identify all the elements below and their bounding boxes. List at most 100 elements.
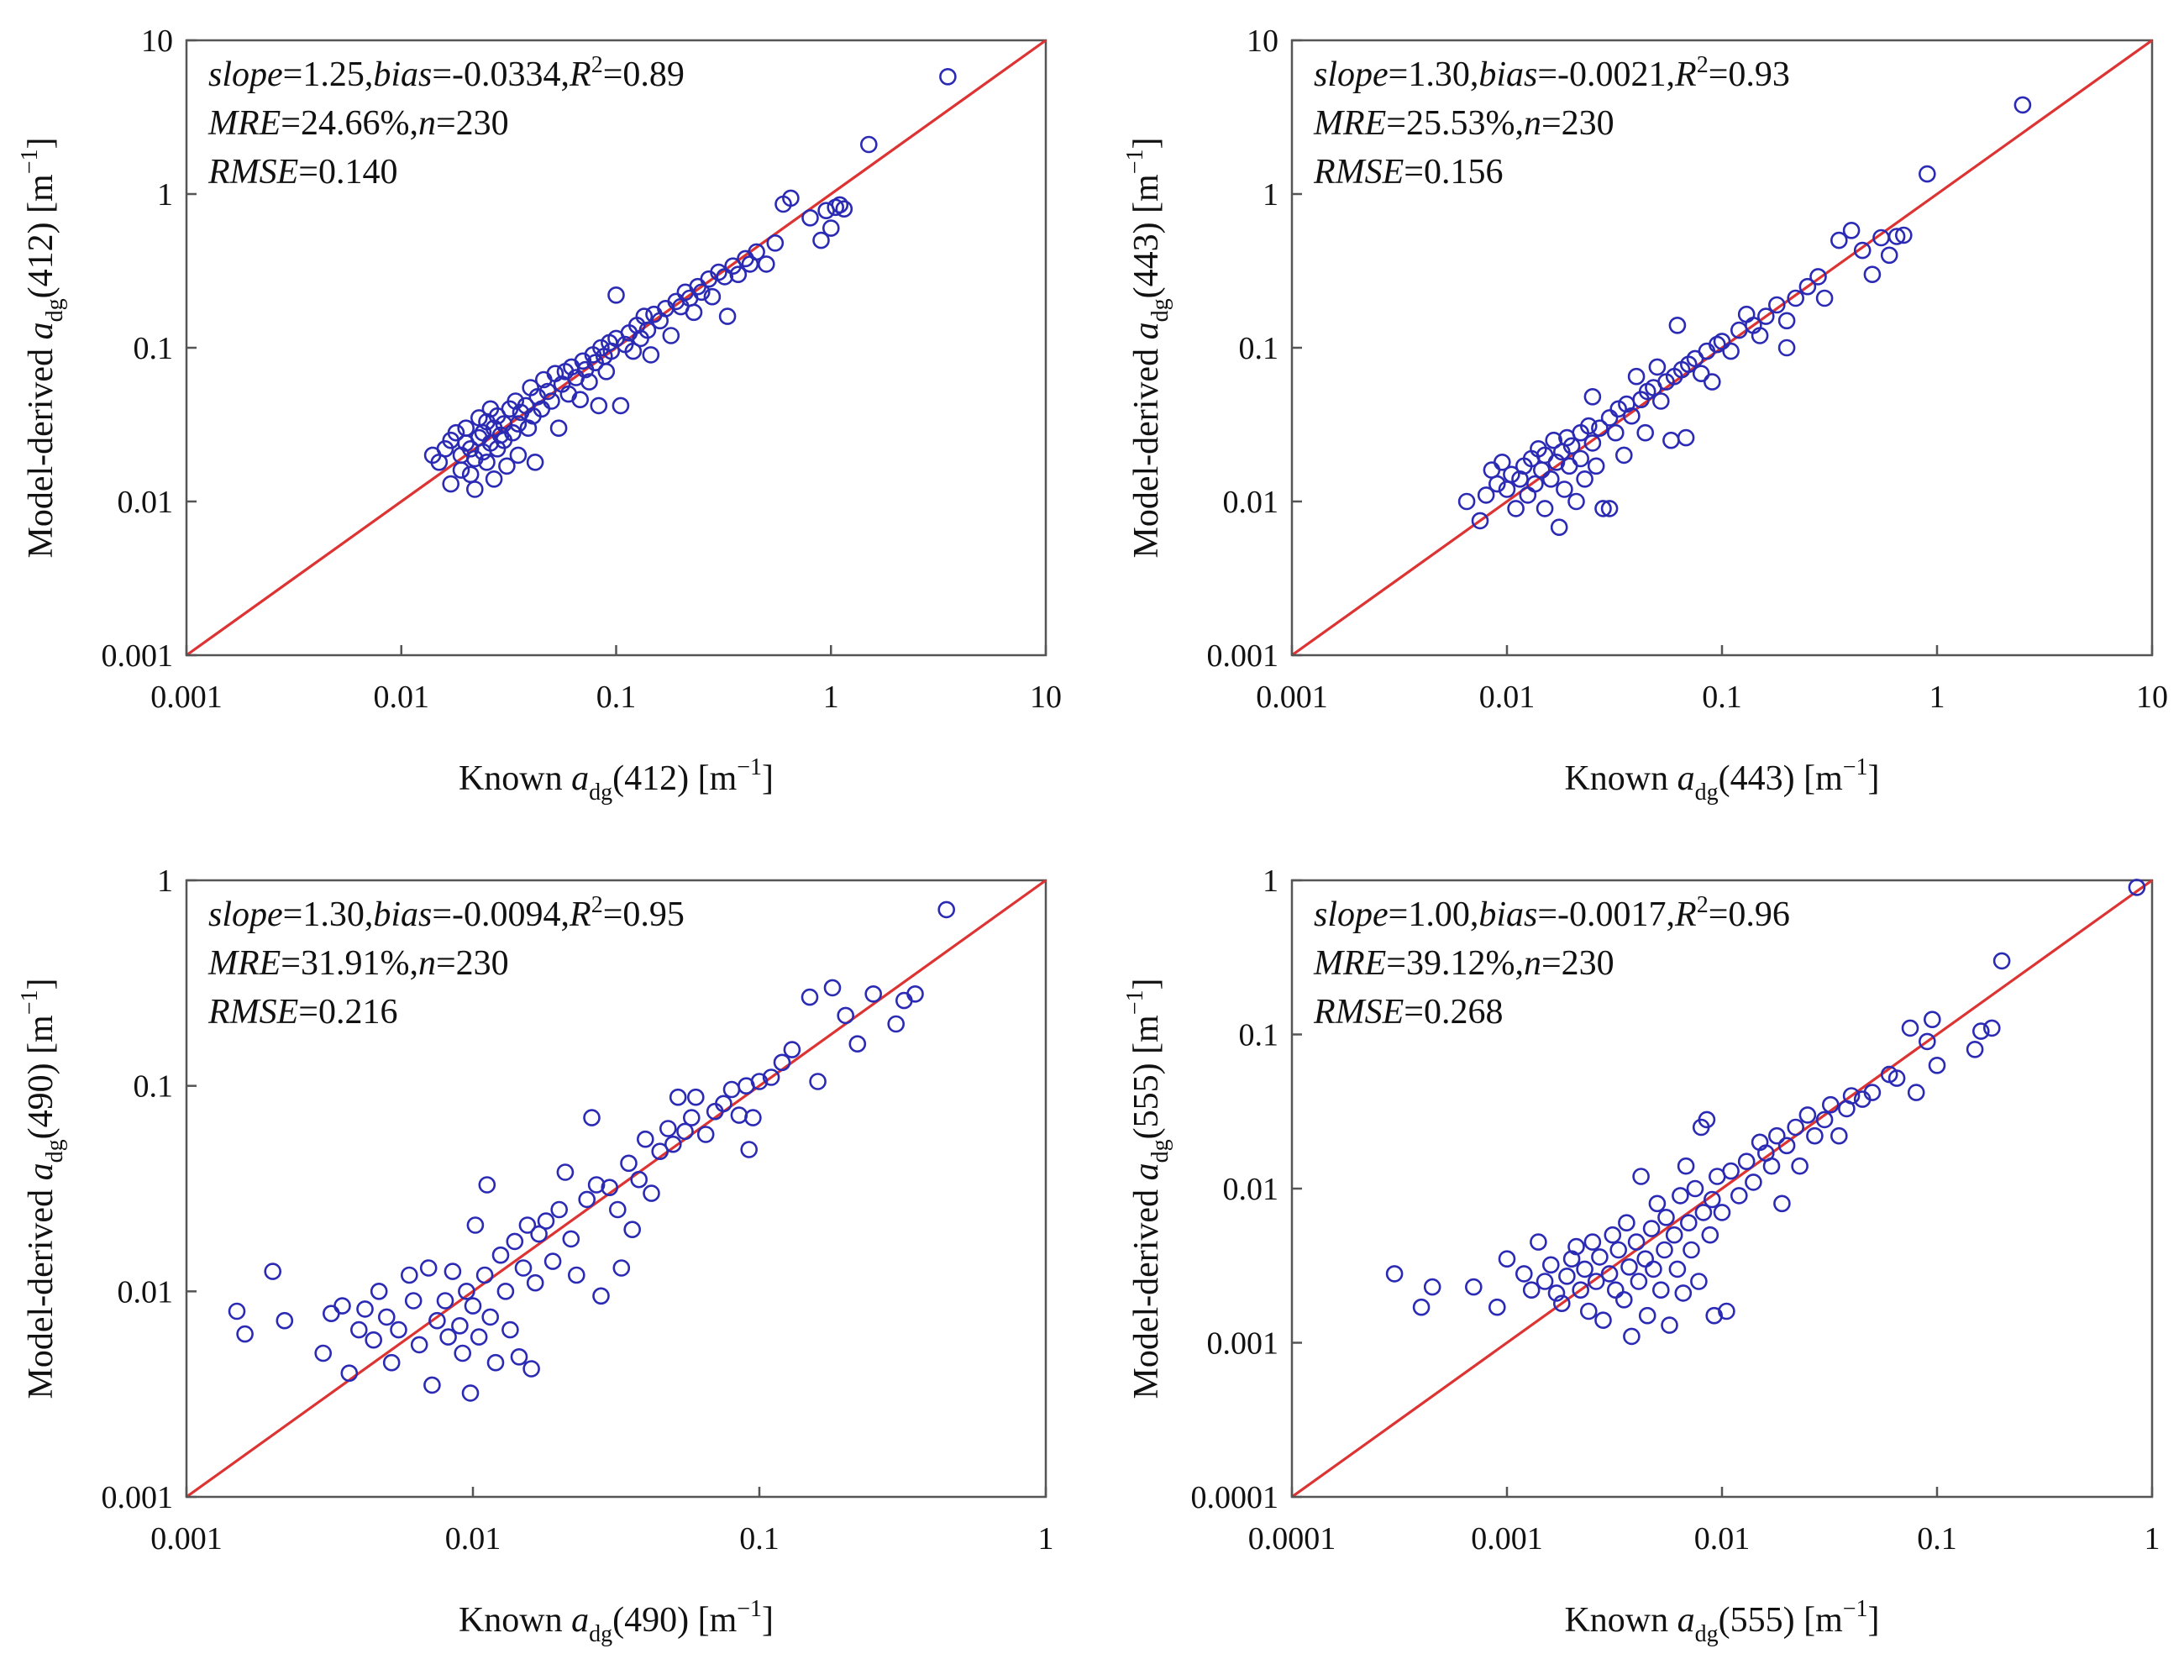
data-point <box>1594 1311 1612 1329</box>
data-point <box>1648 358 1667 376</box>
data-point <box>390 1320 407 1339</box>
data-point <box>1627 1233 1646 1251</box>
data-point <box>748 243 765 261</box>
data-point <box>783 1041 801 1058</box>
data-point <box>1623 1327 1641 1346</box>
data-point <box>1547 1284 1566 1302</box>
data-point <box>887 1015 905 1033</box>
x-tick-label: 0.1 <box>1702 680 1742 715</box>
y-axis-title: Model-derived adg(443) [m−1] <box>1122 137 1173 558</box>
data-point <box>498 457 516 475</box>
data-point <box>906 985 924 1003</box>
data-point <box>1992 952 2011 970</box>
data-point <box>636 1130 654 1148</box>
data-point <box>1662 431 1680 449</box>
data-point <box>1457 492 1476 511</box>
y-axis-title: Model-derived adg(555) [m−1] <box>1122 978 1173 1399</box>
x-tick-label: 0.0001 <box>1248 1521 1336 1557</box>
data-point <box>1583 1233 1602 1251</box>
data-point <box>1636 423 1654 442</box>
data-point <box>370 1283 388 1300</box>
data-point <box>848 1035 867 1053</box>
data-point <box>333 1297 351 1315</box>
data-point <box>1661 1316 1678 1334</box>
one-to-one-line <box>1291 39 2153 657</box>
scatter-panel-2: 0.001 0.01 0.1 1 10 0.001 0.01 0.1 1 10 slope=1.30… <box>1122 24 2168 806</box>
data-point <box>2013 96 2032 114</box>
data-point <box>423 1376 441 1394</box>
data-point <box>1567 492 1585 511</box>
data-point <box>501 1320 519 1339</box>
data-point <box>1623 407 1641 425</box>
data-point <box>485 470 503 488</box>
data-point <box>782 189 800 207</box>
data-point <box>1901 1019 1919 1037</box>
data-point <box>458 1283 475 1300</box>
data-point <box>1809 268 1827 286</box>
data-point <box>1591 419 1609 438</box>
stats-line-1: slope=1.25,bias=-0.0334,R2=0.89 <box>208 52 685 94</box>
data-point <box>538 382 557 401</box>
y-tick-label: 0.0001 <box>1191 1480 1279 1515</box>
data-point <box>630 1170 648 1189</box>
data-point <box>1690 1273 1708 1290</box>
data-point <box>1556 480 1573 498</box>
data-point <box>715 1095 732 1113</box>
data-point <box>1609 1241 1627 1259</box>
x-tick-label: 0.01 <box>1479 680 1536 715</box>
data-point <box>404 1292 423 1310</box>
y-tick-label: 0.001 <box>1207 1326 1279 1362</box>
stats-line-1: slope=1.30,bias=-0.0094,R2=0.95 <box>208 892 685 934</box>
data-point <box>1757 307 1775 325</box>
data-point <box>1887 228 1906 245</box>
x-tick-label: 0.001 <box>1471 1521 1543 1557</box>
x-axis-title: Known adg(490) [m−1] <box>459 1596 774 1647</box>
data-point <box>1530 1233 1547 1251</box>
data-point <box>1642 1220 1661 1237</box>
data-point <box>718 307 737 325</box>
y-tick-label: 1 <box>157 177 173 213</box>
data-point <box>1636 1250 1654 1268</box>
data-point <box>1907 1084 1925 1101</box>
data-point <box>365 1331 383 1349</box>
data-point <box>1656 1241 1673 1259</box>
data-point <box>1668 316 1687 334</box>
data-point <box>1686 1179 1704 1198</box>
data-point <box>1863 265 1882 284</box>
data-point <box>1698 1110 1716 1129</box>
data-point <box>1572 1281 1589 1299</box>
data-point <box>1488 1298 1506 1316</box>
data-point <box>1972 1022 1990 1040</box>
data-point <box>1412 1298 1431 1316</box>
scatter-panel-1: 0.001 0.01 0.1 1 10 0.001 0.01 0.1 1 10 slope=1.25… <box>17 24 1062 806</box>
x-axis-title: Known adg(443) [m−1] <box>1564 754 1879 806</box>
data-point <box>757 255 775 273</box>
stats-line-2: MRE=24.66%,n=230 <box>207 104 509 143</box>
data-point <box>1615 446 1633 465</box>
data-point <box>537 1212 555 1230</box>
data-point <box>1547 453 1566 471</box>
x-tick-label: 0.1 <box>739 1521 780 1557</box>
data-point <box>835 200 853 218</box>
y-tick-label: 0.001 <box>102 638 174 674</box>
data-point <box>1600 1265 1619 1283</box>
x-tick-label: 10 <box>1030 680 1062 715</box>
data-point <box>659 1120 677 1137</box>
data-point <box>475 1266 494 1284</box>
data-point <box>567 1266 585 1284</box>
one-to-one-line <box>1291 879 2153 1499</box>
data-point <box>1652 392 1670 410</box>
y-axis-title: Model-derived adg(490) [m−1] <box>17 978 68 1399</box>
data-point <box>543 392 560 410</box>
y-tick-label: 0.001 <box>102 1480 174 1515</box>
data-point <box>773 1053 791 1072</box>
data-point <box>228 1302 246 1320</box>
data-point <box>340 1364 359 1382</box>
data-point <box>592 339 610 357</box>
data-point <box>1604 1226 1622 1244</box>
stats-line-3: RMSE=0.268 <box>1313 993 1503 1032</box>
data-point <box>1618 1214 1635 1231</box>
data-point <box>481 1308 500 1326</box>
data-point <box>1704 373 1721 391</box>
data-point <box>1830 1126 1848 1145</box>
